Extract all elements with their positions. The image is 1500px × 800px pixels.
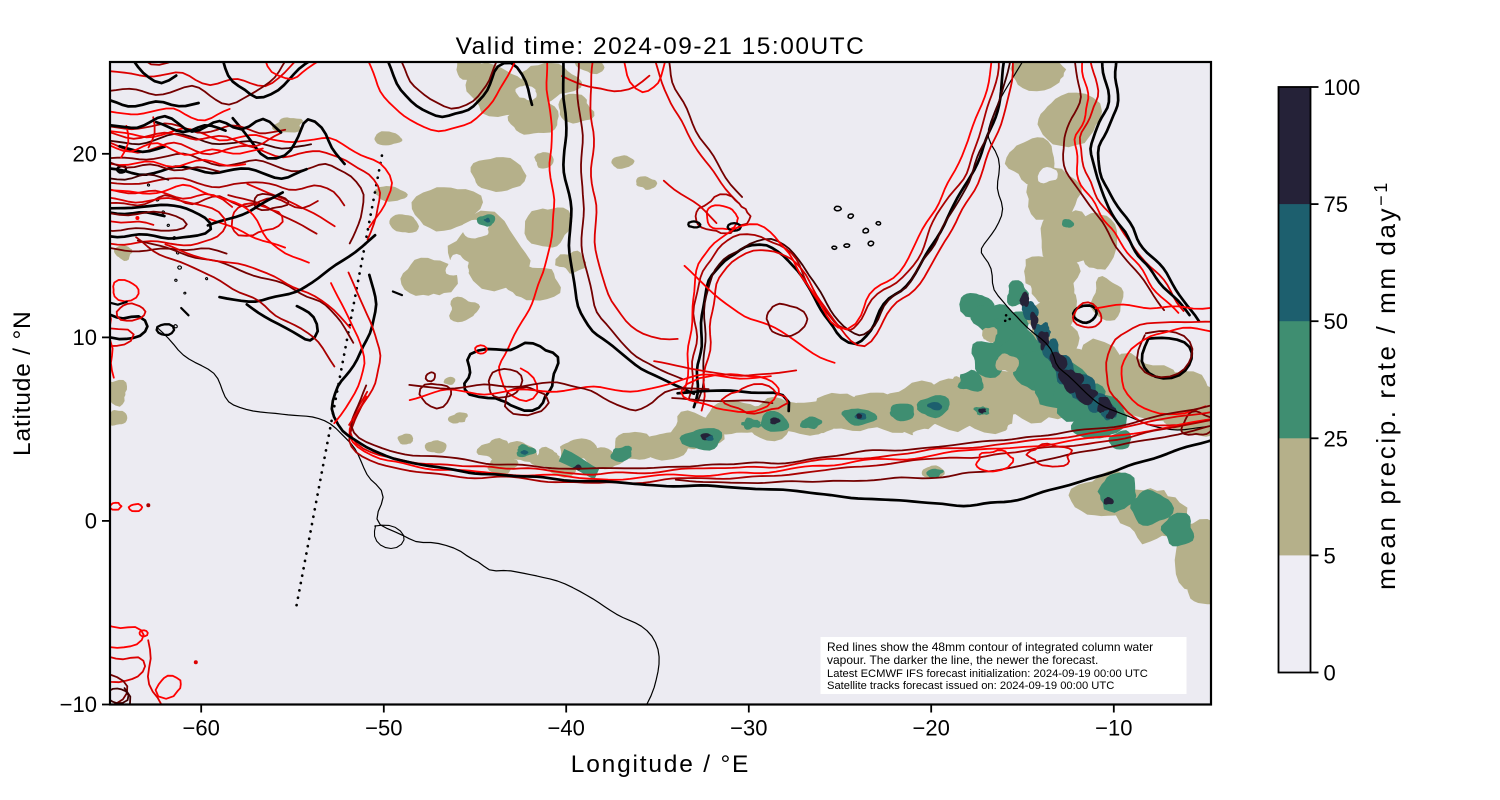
svg-text:−50: −50: [365, 716, 402, 741]
svg-text:50: 50: [1324, 309, 1348, 334]
svg-text:−60: −60: [183, 716, 220, 741]
svg-text:−10: −10: [60, 692, 97, 717]
svg-text:Latitude / °N: Latitude / °N: [9, 310, 36, 456]
svg-text:vapour. The darker the line, t: vapour. The darker the line, the newer t…: [827, 653, 1098, 667]
svg-text:Red lines show the 48mm contou: Red lines show the 48mm contour of integ…: [827, 640, 1153, 654]
svg-text:100: 100: [1324, 75, 1361, 100]
svg-text:10: 10: [73, 325, 97, 350]
svg-text:25: 25: [1324, 426, 1348, 451]
svg-text:Latest ECMWF IFS forecast init: Latest ECMWF IFS forecast initialization…: [827, 668, 1148, 680]
svg-text:Longitude / °E: Longitude / °E: [571, 751, 750, 778]
svg-text:75: 75: [1324, 192, 1348, 217]
svg-text:−30: −30: [730, 716, 767, 741]
svg-text:Satellite tracks forecast issu: Satellite tracks forecast issued on: 202…: [827, 680, 1114, 692]
svg-text:−40: −40: [548, 716, 585, 741]
svg-text:0: 0: [1324, 661, 1336, 686]
svg-text:−20: −20: [913, 716, 950, 741]
svg-text:mean precip. rate / mm day−1: mean precip. rate / mm day−1: [1371, 180, 1401, 590]
svg-text:−10: −10: [1095, 716, 1132, 741]
svg-text:20: 20: [73, 141, 97, 166]
svg-text:Valid time: 2024-09-21 15:00UT: Valid time: 2024-09-21 15:00UTC: [456, 33, 866, 60]
svg-text:0: 0: [85, 508, 97, 533]
svg-text:5: 5: [1324, 543, 1336, 568]
